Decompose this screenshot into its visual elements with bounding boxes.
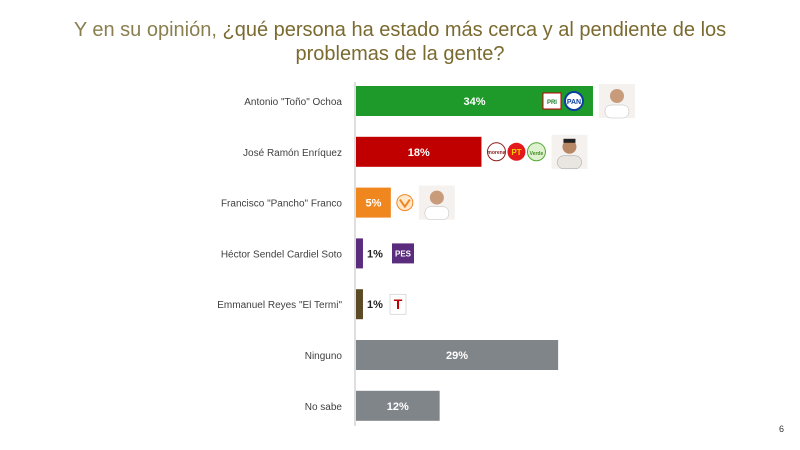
candidate-photo-face bbox=[609, 89, 624, 103]
pri-logo bbox=[542, 92, 562, 110]
category-label: Emmanuel Reyes "El Termi" bbox=[217, 300, 342, 311]
category-label: Héctor Sendel Cardiel Soto bbox=[221, 249, 343, 260]
candidate-photo-body bbox=[604, 104, 630, 119]
bar bbox=[356, 340, 559, 370]
pan-logo-text: PAN bbox=[567, 99, 581, 106]
category-label: Antonio "Toño" Ochoa bbox=[244, 97, 342, 108]
category-label: Ninguno bbox=[305, 351, 343, 362]
termi-logo bbox=[389, 293, 407, 315]
data-label: 12% bbox=[387, 401, 409, 413]
pt-logo-text: PT bbox=[511, 148, 521, 157]
morena-logo-text: morena bbox=[487, 150, 505, 156]
title-question: ¿qué persona ha estado más cerca y al pe… bbox=[222, 19, 727, 65]
pes-logo-text: PES bbox=[395, 249, 412, 258]
pvem-logo-text: Verde bbox=[530, 151, 544, 157]
data-label: 29% bbox=[446, 350, 468, 362]
data-label: 1% bbox=[367, 299, 383, 311]
candidate-photo-hair bbox=[563, 138, 576, 143]
bar bbox=[356, 390, 440, 421]
chart-title: Y en su opinión, ¿qué persona ha estado … bbox=[40, 18, 760, 66]
page-number: 6 bbox=[778, 424, 784, 434]
pt-logo bbox=[507, 142, 526, 161]
morena-logo bbox=[486, 142, 506, 162]
pvem-logo bbox=[526, 142, 546, 162]
candidate-photo-body bbox=[424, 206, 450, 220]
category-label: No sabe bbox=[305, 402, 343, 413]
candidate-photo-face bbox=[562, 139, 577, 154]
termi-logo-text: T bbox=[394, 296, 403, 312]
bar bbox=[356, 289, 363, 320]
data-label: 34% bbox=[463, 96, 485, 108]
candidate-photo-face bbox=[429, 190, 444, 205]
mc-logo-mark bbox=[399, 199, 411, 209]
bar bbox=[356, 187, 391, 218]
category-label: Francisco "Pancho" Franco bbox=[221, 199, 342, 210]
data-label: 5% bbox=[365, 198, 381, 210]
pes-logo bbox=[392, 243, 414, 264]
bar bbox=[356, 136, 482, 167]
data-label: 1% bbox=[367, 248, 383, 260]
pri-logo-text: PRI bbox=[547, 100, 557, 106]
candidate-photo-body bbox=[557, 155, 582, 170]
title-prefix: Y en su opinión, bbox=[73, 19, 223, 41]
pan-logo bbox=[563, 91, 584, 111]
mc-logo bbox=[396, 194, 414, 212]
data-label: 18% bbox=[408, 147, 430, 159]
bar bbox=[356, 238, 363, 269]
category-label: José Ramón Enríquez bbox=[243, 148, 342, 159]
